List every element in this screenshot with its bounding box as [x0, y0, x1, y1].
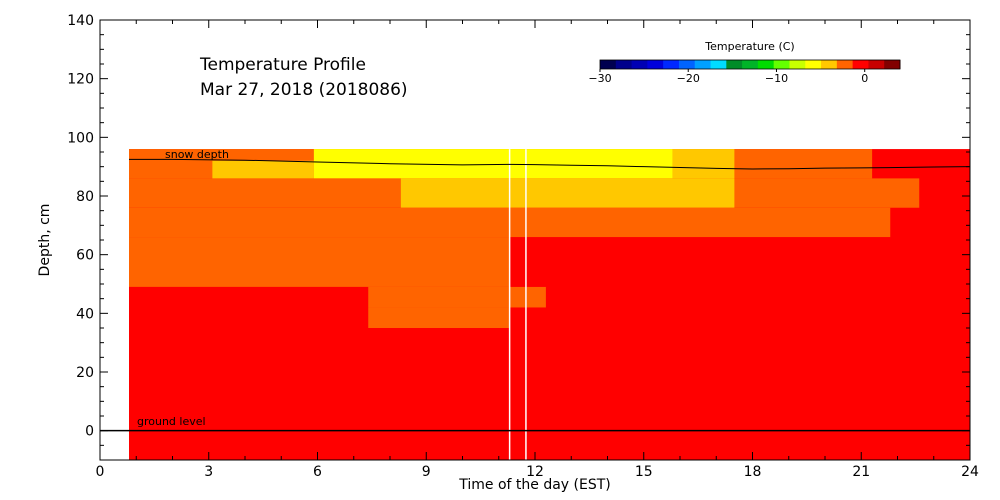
snow-depth-line — [129, 158, 971, 170]
colorbar-swatch — [631, 60, 648, 69]
y-tick-label: 20 — [76, 365, 94, 381]
heatmap-cell — [313, 149, 673, 179]
heatmap-cell — [212, 160, 314, 179]
x-tick-label: 0 — [96, 464, 105, 480]
heatmap-cell — [509, 207, 891, 238]
axes: 0 3 6 9 12 15 18 21 24 0 20 40 60 80 100 120 140 — [67, 13, 979, 480]
heatmap-cell — [368, 307, 510, 328]
x-tick-label: 24 — [961, 464, 979, 480]
heatmap-cell — [509, 286, 546, 308]
colorbar-swatch — [615, 60, 633, 69]
x-tick-label: 3 — [204, 464, 213, 480]
x-tick-label: 9 — [422, 464, 431, 480]
colorbar-swatch — [694, 60, 712, 69]
x-tick-label: 15 — [635, 464, 653, 480]
colorbar-swatch — [884, 60, 901, 69]
colorbar-tick-label: −20 — [677, 72, 700, 85]
heatmap-cell — [129, 237, 510, 287]
colorbar-swatch — [821, 60, 838, 69]
x-tick-label: 6 — [313, 464, 322, 480]
ground-level-label: ground level — [137, 415, 206, 428]
y-tick-label: 100 — [67, 130, 94, 146]
heatmap-layer — [100, 149, 971, 461]
colorbar-tick-label: −10 — [765, 72, 788, 85]
colorbar-swatch — [600, 60, 617, 69]
colorbar-swatch — [663, 60, 680, 69]
colorbar-swatch — [789, 60, 806, 69]
chart-subtitle: Mar 27, 2018 (2018086) — [200, 80, 408, 100]
colorbar-title: Temperature (C) — [704, 40, 794, 53]
y-tick-label: 140 — [67, 13, 94, 29]
colorbar-swatch — [647, 60, 664, 69]
colorbar-tick-label: −30 — [588, 72, 611, 85]
heatmap-cell — [672, 149, 735, 179]
y-tick-label: 60 — [76, 248, 94, 264]
heatmap-cell — [129, 307, 369, 328]
x-tick-label: 12 — [526, 464, 544, 480]
colorbar-swatch — [805, 60, 822, 69]
y-tick-label: 120 — [67, 72, 94, 88]
x-tick-label: 18 — [744, 464, 762, 480]
colorbar-frame — [599, 59, 901, 70]
colorbar: −30 −20 −10 0 — [588, 59, 901, 85]
heatmap-cell — [129, 207, 510, 238]
colorbar-swatch — [757, 60, 775, 69]
colorbar-swatch — [836, 60, 854, 69]
heatmap-cell — [400, 178, 735, 208]
y-tick-label: 80 — [76, 189, 94, 205]
colorbar-swatch — [678, 60, 696, 69]
y-axis-label: Depth, cm — [37, 204, 53, 277]
heatmap-cell — [129, 286, 369, 308]
colorbar-swatch — [726, 60, 743, 69]
colorbar-swatch — [868, 60, 885, 69]
colorbar-swatch — [742, 60, 759, 69]
colorbar-swatch — [773, 60, 790, 69]
chart-title: Temperature Profile — [199, 55, 366, 75]
snow-depth-label: snow depth — [165, 148, 229, 161]
y-tick-label: 0 — [85, 424, 94, 440]
x-tick-label: 21 — [852, 464, 870, 480]
colorbar-tick-label: 0 — [861, 72, 868, 85]
heatmap-cell — [368, 286, 510, 308]
colorbar-swatch — [852, 60, 869, 69]
x-axis-label: Time of the day (EST) — [458, 477, 611, 493]
y-tick-label: 40 — [76, 306, 94, 322]
colorbar-swatch — [710, 60, 727, 69]
